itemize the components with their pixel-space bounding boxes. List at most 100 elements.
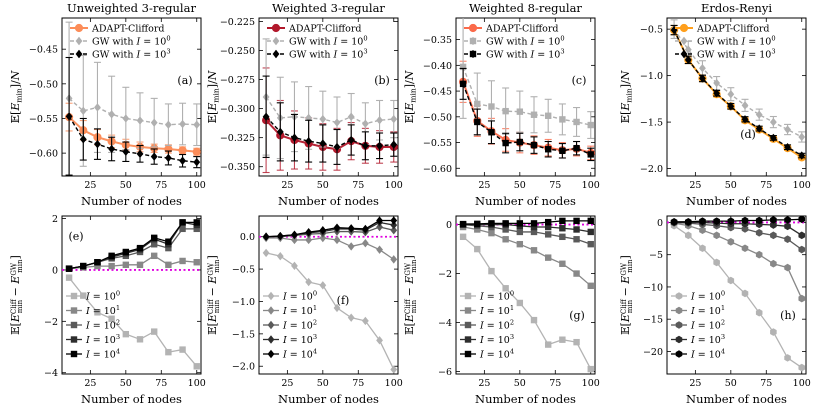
data-point	[361, 316, 369, 326]
legend-label: I = 101	[479, 304, 514, 317]
data-point	[150, 152, 158, 161]
data-point	[530, 316, 538, 324]
data-point	[587, 217, 594, 225]
legend-marker	[74, 23, 84, 33]
data-point	[79, 106, 87, 116]
legend-label: I = 103	[690, 333, 725, 346]
legend-marker	[272, 36, 280, 46]
data-point	[108, 110, 116, 119]
legend-marker	[70, 336, 78, 343]
x-tick-label: 50	[514, 180, 526, 191]
data-point	[136, 261, 144, 269]
data-point	[573, 145, 580, 152]
y-tick-label: −0.325	[220, 133, 255, 144]
y-axis-label: 𝔼[ECliffmin − EGWmin]	[9, 255, 24, 335]
panel-label: (c)	[572, 74, 587, 87]
data-point	[390, 255, 398, 264]
legend-label: ADAPT-Clifford	[485, 24, 559, 35]
data-point	[94, 139, 101, 149]
data-point	[573, 270, 580, 277]
y-tick-label: −1.5	[232, 329, 255, 340]
series-line	[462, 83, 592, 156]
data-point	[559, 336, 566, 343]
legend-label: I = 102	[479, 319, 514, 332]
data-point	[193, 363, 200, 370]
data-point	[164, 153, 172, 163]
legend-label: I = 101	[690, 304, 725, 317]
plot-frame	[258, 215, 399, 375]
y-tick-label: −2.0	[232, 362, 255, 373]
series-line	[68, 97, 197, 126]
data-point	[741, 216, 749, 225]
data-point	[573, 217, 580, 225]
y-tick-label: −0.40	[423, 61, 452, 72]
data-point	[699, 217, 706, 225]
panel-title: Erdos-Renyi	[701, 1, 772, 15]
data-point	[684, 55, 692, 65]
data-point	[361, 119, 369, 128]
data-point	[573, 236, 580, 243]
data-point	[459, 80, 467, 88]
y-tick-label: −15	[643, 315, 663, 326]
data-point	[193, 225, 200, 233]
series-line	[68, 116, 197, 163]
legend-label: I = 100	[690, 290, 725, 303]
y-tick-label: −0.275	[220, 75, 255, 86]
legend-label: GW with I = 100	[289, 35, 368, 48]
data-point	[122, 248, 130, 256]
series-line	[68, 116, 197, 153]
x-tick-label: 75	[352, 180, 364, 191]
y-tick-label: −0.60	[423, 164, 452, 175]
legend-label: I = 101	[282, 304, 317, 317]
data-point	[305, 227, 313, 237]
data-point	[333, 118, 341, 127]
legend-label: ADAPT-Clifford	[288, 24, 362, 35]
series-group	[262, 216, 398, 374]
data-point	[516, 138, 524, 146]
data-point	[784, 222, 791, 231]
data-point	[376, 141, 383, 150]
plot-frame	[666, 215, 807, 375]
data-point	[94, 309, 101, 316]
data-point	[347, 224, 355, 233]
panel-label: (a)	[177, 74, 192, 87]
series-line	[462, 236, 592, 370]
series-group	[64, 21, 201, 176]
y-tick-label: −2	[438, 269, 452, 280]
legend-marker	[464, 292, 472, 300]
data-point	[516, 299, 524, 307]
legend-marker	[469, 37, 477, 45]
data-point	[79, 135, 87, 144]
y-tick-label: −0.45	[29, 45, 58, 56]
y-tick-label: 0	[446, 220, 452, 231]
legend-marker	[267, 349, 275, 359]
x-tick-label: 100	[385, 180, 403, 191]
y-tick-label: 0.0	[240, 232, 255, 243]
data-point	[80, 262, 87, 270]
series-line	[674, 218, 802, 223]
data-point	[713, 78, 721, 88]
data-point	[502, 220, 509, 227]
legend-label: GW with I = 100	[697, 35, 776, 48]
data-point	[755, 228, 763, 237]
series-line	[462, 226, 592, 287]
data-point	[150, 234, 158, 242]
data-point	[798, 245, 806, 254]
y-tick-label: −0.250	[220, 46, 255, 57]
x-axis-label: Number of nodes	[81, 194, 182, 208]
y-tick-label: −1.5	[640, 118, 663, 129]
panel-label: (e)	[68, 230, 83, 243]
data-point	[488, 220, 495, 227]
data-point	[755, 216, 763, 225]
panel-d: Erdos-Renyi 25 50 75 100 −0.5 −1.0 −1.5 −2.0 Numb…	[619, 1, 811, 208]
data-point	[376, 216, 383, 225]
data-point	[164, 120, 172, 129]
legend-marker	[75, 49, 83, 59]
series-line	[674, 221, 803, 236]
x-tick-label: 75	[760, 378, 772, 389]
legend-label: I = 100	[282, 290, 317, 303]
data-point	[165, 348, 172, 356]
data-point	[459, 220, 467, 228]
